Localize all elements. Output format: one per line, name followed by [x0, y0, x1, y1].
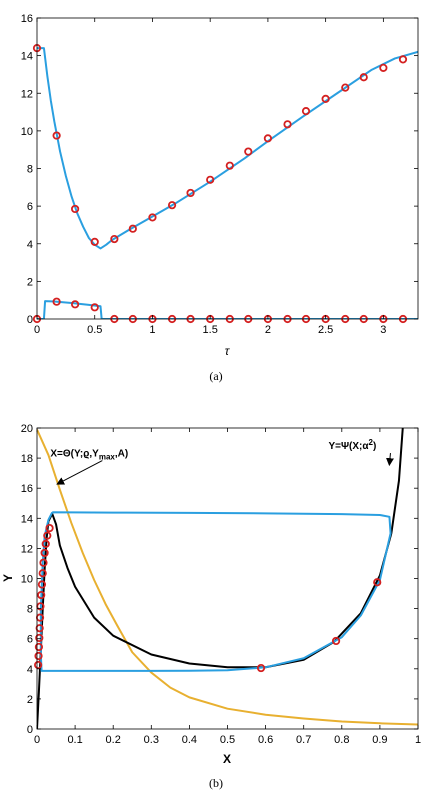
- panel-b-ylabel: Y: [1, 574, 15, 582]
- panel-b-ytick-label: 16: [21, 483, 33, 495]
- panel-b-xtick-label: 0: [34, 734, 40, 746]
- panel-b-series-3-point: [35, 633, 44, 643]
- panel-b-ytick-label: 4: [27, 664, 33, 676]
- panel-b-ytick-label: 8: [27, 604, 33, 616]
- panel-b-series: [34, 428, 418, 729]
- panel-b-series-3-point: [41, 539, 50, 548]
- panel-a-series-3-point: [52, 297, 61, 306]
- panel-b-series-3-point: [40, 548, 49, 558]
- panel-a-ytick-label: 2: [27, 276, 33, 288]
- panel-a-xtick-label: 0.5: [87, 324, 102, 336]
- panel-b-series-3-point: [373, 578, 382, 587]
- panel-b-ytick-label: 10: [21, 574, 33, 586]
- panel-a-series-3-point: [71, 300, 80, 309]
- panel-b-series-2-line: [39, 511, 392, 672]
- panel-a-series-2-point: [225, 161, 234, 170]
- panel-a-series-2-point: [263, 134, 273, 143]
- panel-b-xtick-label: 0.5: [220, 734, 235, 746]
- panel-b-xtick-label: 0.9: [372, 734, 387, 746]
- panel-b-ytick-label: 12: [21, 543, 33, 555]
- panel-a-xtick-label: 3: [380, 324, 386, 336]
- panel-b: 0 0.1 0.2 0.3 0.4 0.5 0.6 0.7 0.8 0.9 102468101214…: [1, 423, 421, 790]
- panel-a-series-2-point: [90, 237, 99, 246]
- panel-b-series-3-point: [256, 663, 266, 673]
- panel-a-series-2-point: [359, 73, 368, 82]
- panel-b-series-3-point: [37, 590, 46, 600]
- panel-b-series-3-point: [34, 642, 44, 652]
- panel-b-ytick-label: 20: [21, 423, 33, 435]
- panel-a-series-2-point: [321, 94, 330, 103]
- panel-a-series-2-point: [398, 55, 408, 64]
- panel-b-annotation-arrow-1: [386, 453, 394, 467]
- panel-b-series-3-point: [45, 523, 54, 533]
- panel-b-xtick-label: 0.2: [106, 734, 121, 746]
- panel-b-caption: (b): [209, 776, 223, 790]
- panel-b-series-3-point: [35, 624, 44, 633]
- panel-a-series-2-point: [167, 201, 177, 210]
- panel-a-series-2-point: [341, 83, 350, 92]
- panel-b-xtick-label: 0.4: [182, 734, 197, 746]
- panel-a-series-2-point: [244, 147, 253, 156]
- panel-a-series-2-point: [283, 120, 292, 129]
- panel-a-series-2-point: [128, 224, 137, 233]
- panel-a-caption: (a): [209, 369, 222, 383]
- panel-b-xtick-label: 0.7: [296, 734, 311, 746]
- panel-a-ticks: 0 0.5 1 1.5 2 2.5 3 0 2 4 6 8 10 12 14 16: [21, 13, 419, 336]
- panel-b-xtick-label: 0.6: [258, 734, 273, 746]
- panel-a-series-2-point: [110, 234, 119, 244]
- panel-a-ytick-label: 10: [21, 126, 33, 138]
- panel-b-ytick-label: 2: [27, 694, 33, 706]
- panel-b-annotation-1: Y=Ψ(X;α2): [328, 438, 376, 452]
- panel-a-xtick-label: 1.5: [203, 324, 218, 336]
- panel-b-series-3-point: [34, 660, 43, 670]
- panel-a-xtick-label: 2.5: [318, 324, 333, 336]
- panel-b-series-3-point: [331, 636, 341, 646]
- panel-a-ytick-label: 14: [21, 51, 33, 63]
- panel-a-series-2-point: [52, 131, 61, 140]
- panel-a-xlabel: τ: [225, 344, 231, 358]
- panel-a-ytick-label: 12: [21, 88, 33, 100]
- panel-a-series-2-point: [301, 107, 311, 116]
- panel-b-series-3-point: [43, 531, 52, 540]
- panel-b-xtick-label: 0.3: [144, 734, 159, 746]
- panel-b-annotations: X=Θ(Y;ϱ,Ymax,A) Y=Ψ(X;α2): [50, 438, 394, 485]
- panel-a-ytick-label: 8: [27, 164, 33, 176]
- panel-b-ytick-label: 14: [21, 513, 33, 525]
- panel-a-xtick-label: 2: [265, 324, 271, 336]
- panel-a-xtick-label: 1: [149, 324, 155, 336]
- panel-b-annotation-0: X=Θ(Y;ϱ,Ymax,A): [50, 449, 128, 462]
- panel-b-annotation-arrow-0: [56, 460, 103, 485]
- panel-a-ytick-label: 6: [27, 201, 33, 213]
- panel-a-series-2-point: [186, 188, 195, 198]
- panel-a-series-2-point: [379, 63, 388, 72]
- panel-a-series-2-point: [148, 213, 157, 222]
- panel-a-xtick-label: 0: [34, 324, 40, 336]
- panel-b-ticks: 0 0.1 0.2 0.3 0.4 0.5 0.6 0.7 0.8 0.9 102468101214…: [21, 423, 421, 746]
- panel-a-series-3-point: [90, 303, 99, 312]
- panel-a: 0 0.5 1 1.5 2 2.5 3 0 2 4 6 8 10 12 14 16 τ (a): [21, 13, 419, 383]
- panel-b-ytick-label: 0: [27, 724, 33, 736]
- panel-b-series-3-point: [37, 580, 47, 589]
- panel-b-series-0-line: [37, 429, 418, 726]
- panel-b-series-3-point: [39, 558, 48, 567]
- panel-a-series-0-line: [37, 47, 418, 250]
- panel-a-series: [32, 43, 418, 324]
- panel-b-series-1-line: [37, 428, 404, 729]
- panel-b-xlabel: X: [223, 752, 231, 766]
- panel-a-ytick-label: 4: [27, 239, 33, 251]
- panel-b-series-3-point: [34, 651, 43, 661]
- panel-b-xtick-label: 0.8: [334, 734, 349, 746]
- panel-b-series-3-point: [38, 569, 47, 578]
- panel-a-series-2-point: [206, 175, 215, 184]
- panel-b-xtick-label: 1: [415, 734, 421, 746]
- panel-b-ytick-label: 6: [27, 634, 33, 646]
- panel-a-series-2-point: [71, 204, 80, 214]
- panel-b-ytick-label: 18: [21, 453, 33, 465]
- panel-b-xtick-label: 0.1: [67, 734, 82, 746]
- panel-a-ytick-label: 16: [21, 13, 33, 25]
- panel-a-ytick-label: 0: [27, 314, 33, 326]
